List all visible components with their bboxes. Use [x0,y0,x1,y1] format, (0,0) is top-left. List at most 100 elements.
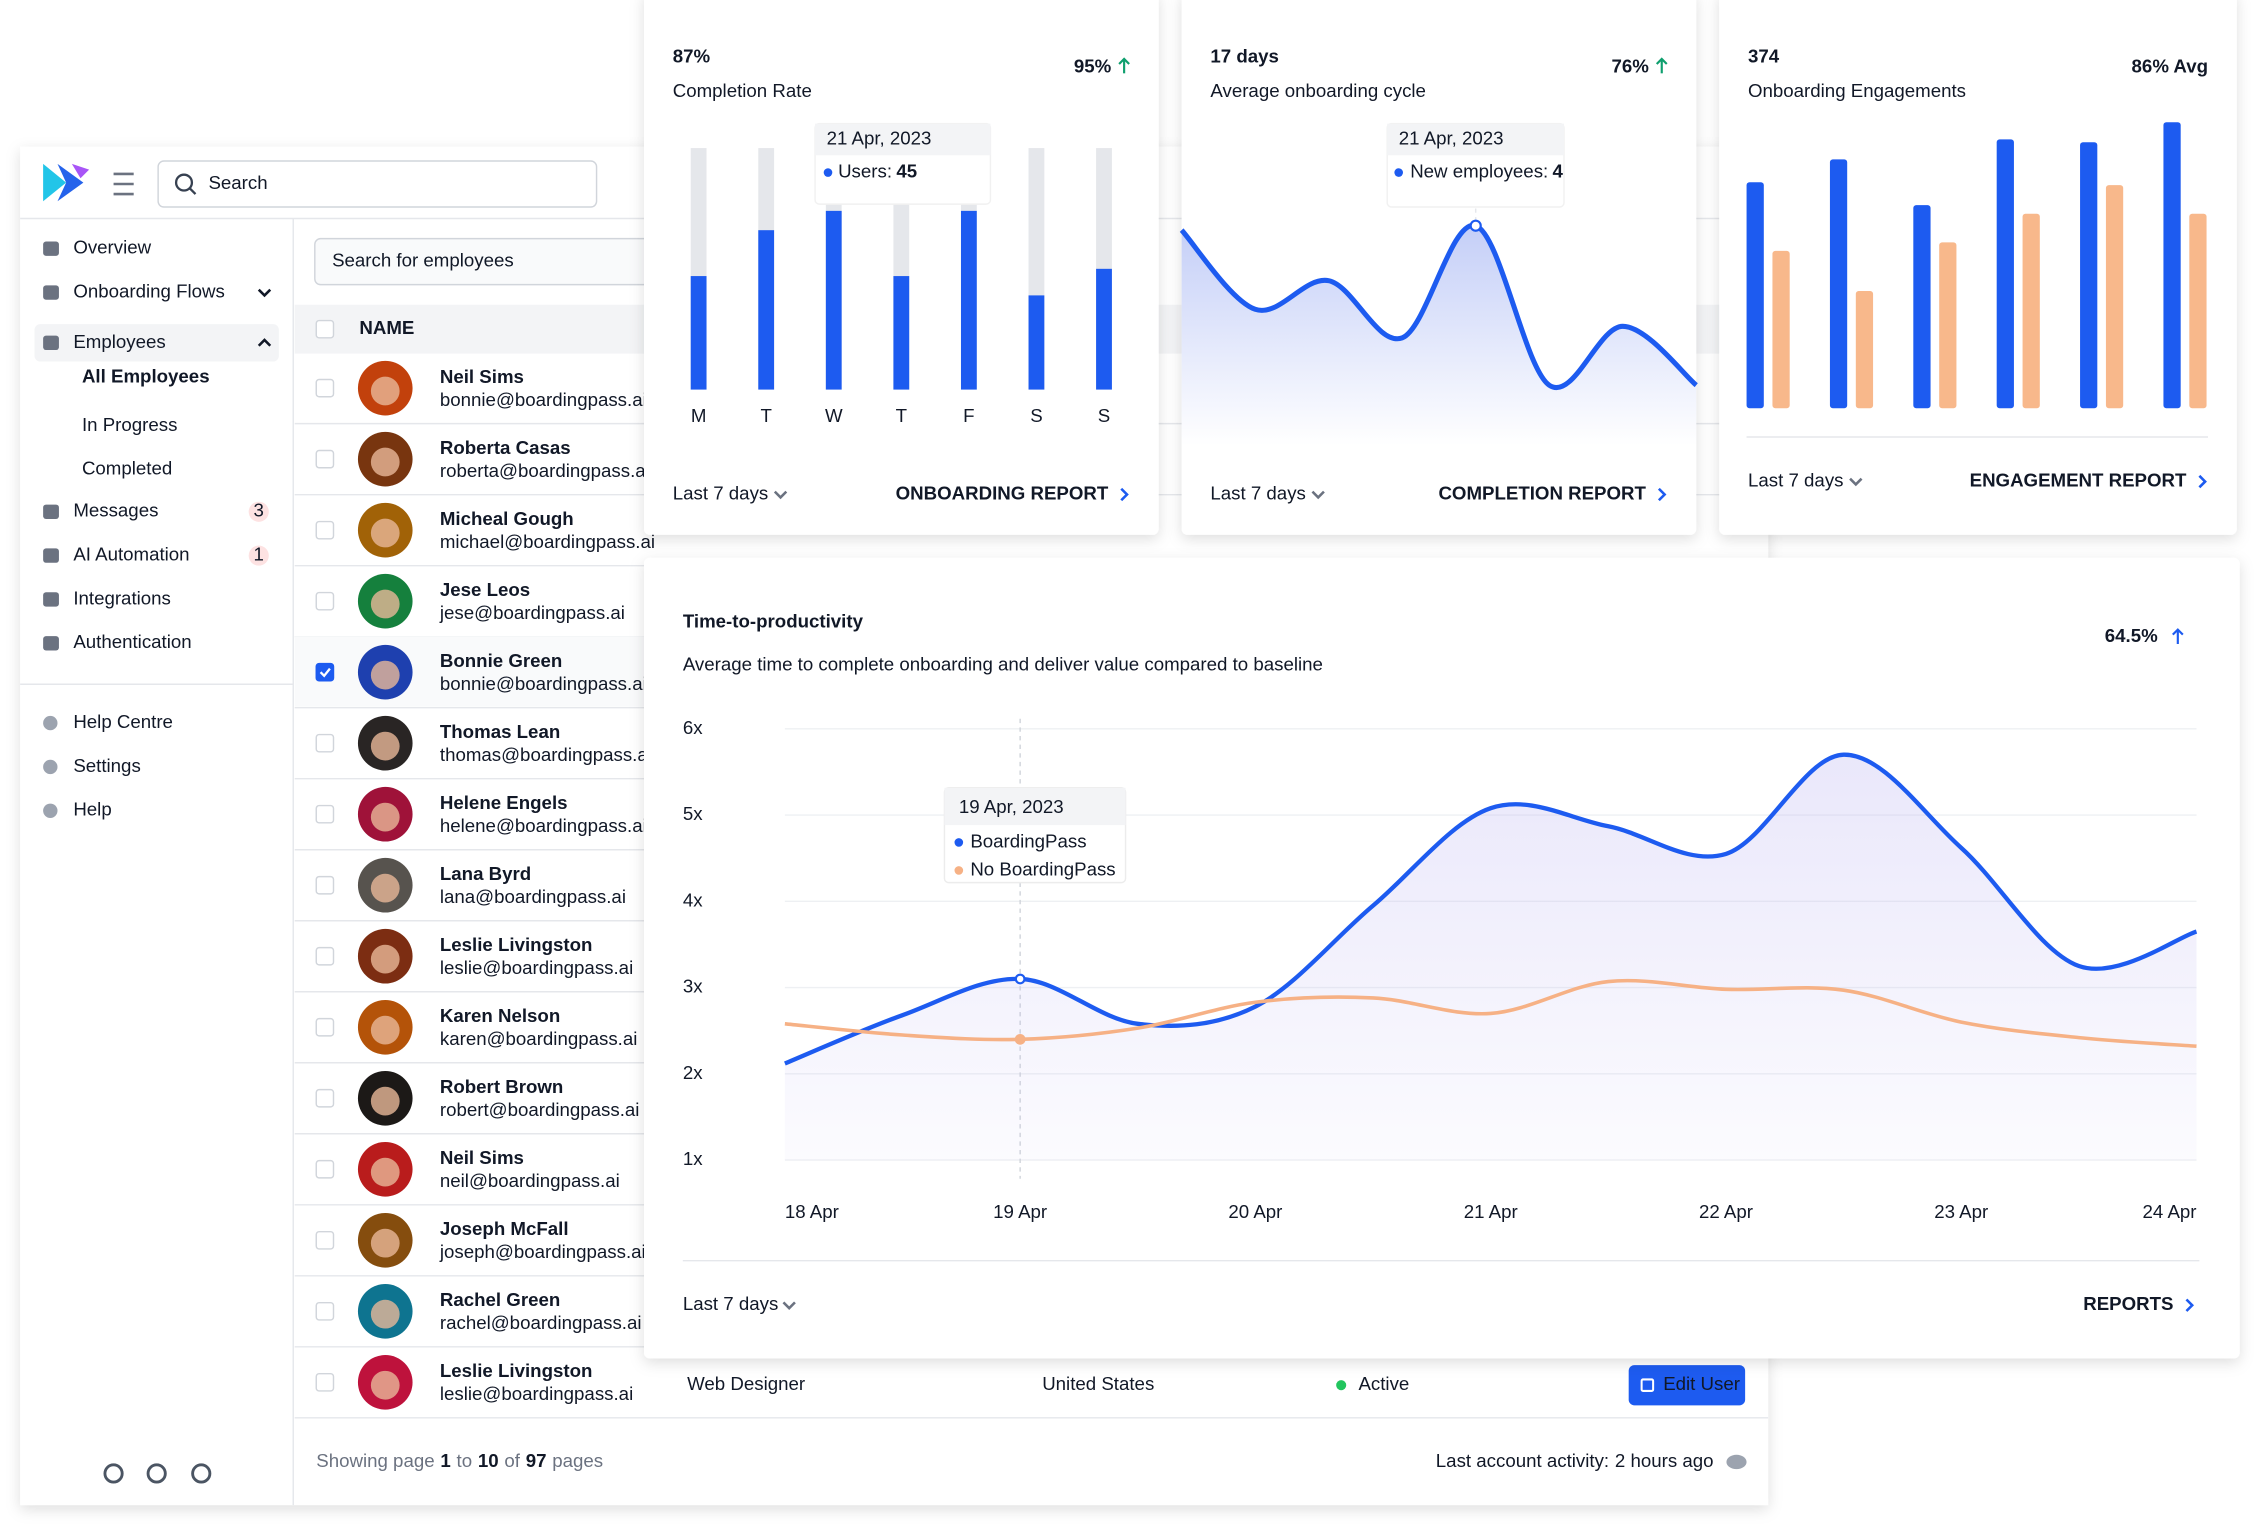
checkbox[interactable] [315,804,335,824]
point [1014,973,1026,985]
nav-item[interactable]: AI Automation [73,544,189,565]
checkbox[interactable] [315,946,335,966]
tooltip-dot [1394,168,1403,177]
period-select[interactable]: Last 7 days [683,1293,779,1314]
checkbox[interactable] [315,733,335,753]
checkbox[interactable] [315,449,335,469]
report-link[interactable]: ONBOARDING REPORT [896,482,1109,503]
period-select[interactable]: Last 7 days [1748,470,1844,491]
chevron [1120,487,1129,502]
sub-nav-item[interactable]: Completed [82,457,172,478]
x-tick-label: 24 Apr [2143,1201,2197,1222]
checkbox[interactable] [315,662,335,682]
tooltip-date: 21 Apr, 2023 [1399,127,1504,148]
checkbox[interactable] [315,1230,335,1250]
nav-item[interactable]: Settings [73,755,140,776]
y-tick-label: 2x [683,1062,703,1083]
arrow [1655,57,1668,65]
employee-status: Active [1358,1373,1409,1394]
arrow [2172,628,2184,636]
chevron [257,288,272,298]
chevron [782,1301,796,1310]
y-tick-label: 3x [683,976,703,997]
employee-country: United States [1042,1373,1154,1394]
nav-item[interactable]: Overview [73,237,151,258]
chart-change: 64.5% [2105,625,2158,646]
nav-item[interactable]: Onboarding Flows [73,280,225,301]
report-link[interactable]: REPORTS [2083,1293,2173,1314]
tooltip-dot [823,168,833,177]
checkbox[interactable] [315,875,335,895]
avatar-face [370,731,400,761]
checkbox[interactable] [315,319,335,339]
chevron [1657,487,1667,502]
arrow [1118,57,1130,65]
checkbox[interactable] [315,520,335,540]
sub-nav-item[interactable]: In Progress [82,414,177,435]
employee-email: bonnie@boardingpass.ai [440,673,647,694]
employee-email: lana@boardingpass.ai [440,886,626,907]
chevron [773,490,788,500]
y-tick-label: 5x [683,803,703,824]
checkbox[interactable] [315,1372,335,1392]
eye-icon [1726,1454,1747,1470]
avatar-face [370,660,400,690]
legend-label: BoardingPass [970,830,1086,851]
tooltip-value: 45 [896,160,917,181]
employee-name: Neil Sims [440,1147,524,1168]
nav-item[interactable]: Employees [73,331,165,352]
logo [57,163,84,202]
employee-email: jese@boardingpass.ai [439,602,625,623]
employee-email: michael@boardingpass.ai [440,531,655,552]
edit-button-label[interactable]: Edit User [1663,1373,1740,1394]
nav-item[interactable]: Messages [73,500,158,521]
employee-email: thomas@boardingpass.ai [440,744,652,765]
nav-item[interactable]: Help Centre [73,711,173,732]
avatar-face [370,873,400,903]
checkbox[interactable] [315,1088,335,1108]
nav-icon [43,759,58,775]
chart-subtitle: Average time to complete onboarding and … [683,654,1323,675]
nav-item[interactable]: Help [73,799,111,820]
bar [758,230,775,390]
edit-icon [1640,1378,1655,1392]
employee-name: Helene Engels [440,792,568,813]
report-link[interactable]: COMPLETION REPORT [1438,482,1646,503]
avatar-face [370,1370,400,1400]
checkbox[interactable] [315,1017,335,1037]
checkbox[interactable] [315,1301,335,1321]
pagination-part: of [504,1450,520,1471]
chevron [257,338,272,347]
edit-button[interactable] [1628,1365,1746,1406]
employee-name: Karen Nelson [440,1005,560,1026]
checkbox[interactable] [315,591,335,611]
x-tick-label: 18 Apr [785,1201,839,1222]
nav-item[interactable]: Integrations [73,587,171,608]
bar [825,210,842,390]
sub-nav-item[interactable]: All Employees [82,365,210,386]
employee-email: rachel@boardingpass.ai [440,1312,642,1333]
employee-email: leslie@boardingpass.ai [440,957,633,978]
nav-icon [43,335,59,351]
point [1014,1033,1026,1045]
search-box[interactable] [157,160,598,208]
period-select[interactable]: Last 7 days [1210,482,1306,503]
report-link[interactable]: ENGAGEMENT REPORT [1970,470,2187,491]
x-tick-label: 21 Apr [1464,1201,1518,1222]
search-placeholder: Search for employees [332,250,514,271]
period-select[interactable]: Last 7 days [673,482,769,503]
stat-value: 17 days [1210,45,1279,66]
tooltip-label: Users: [838,160,892,181]
tool-icon [103,1463,124,1484]
bar [1855,290,1874,409]
employee-name: Neil Sims [440,366,524,387]
tooltip-line: New employees: 4 [1410,160,1563,181]
employee-name: Bonnie Green [440,650,562,671]
checkbox[interactable] [315,1159,335,1179]
employee-name: Roberta Casas [440,437,571,458]
checkbox[interactable] [315,378,335,398]
employee-name: Leslie Livingston [440,1360,593,1381]
nav-item[interactable]: Authentication [73,631,191,652]
nav-icon [43,548,59,563]
